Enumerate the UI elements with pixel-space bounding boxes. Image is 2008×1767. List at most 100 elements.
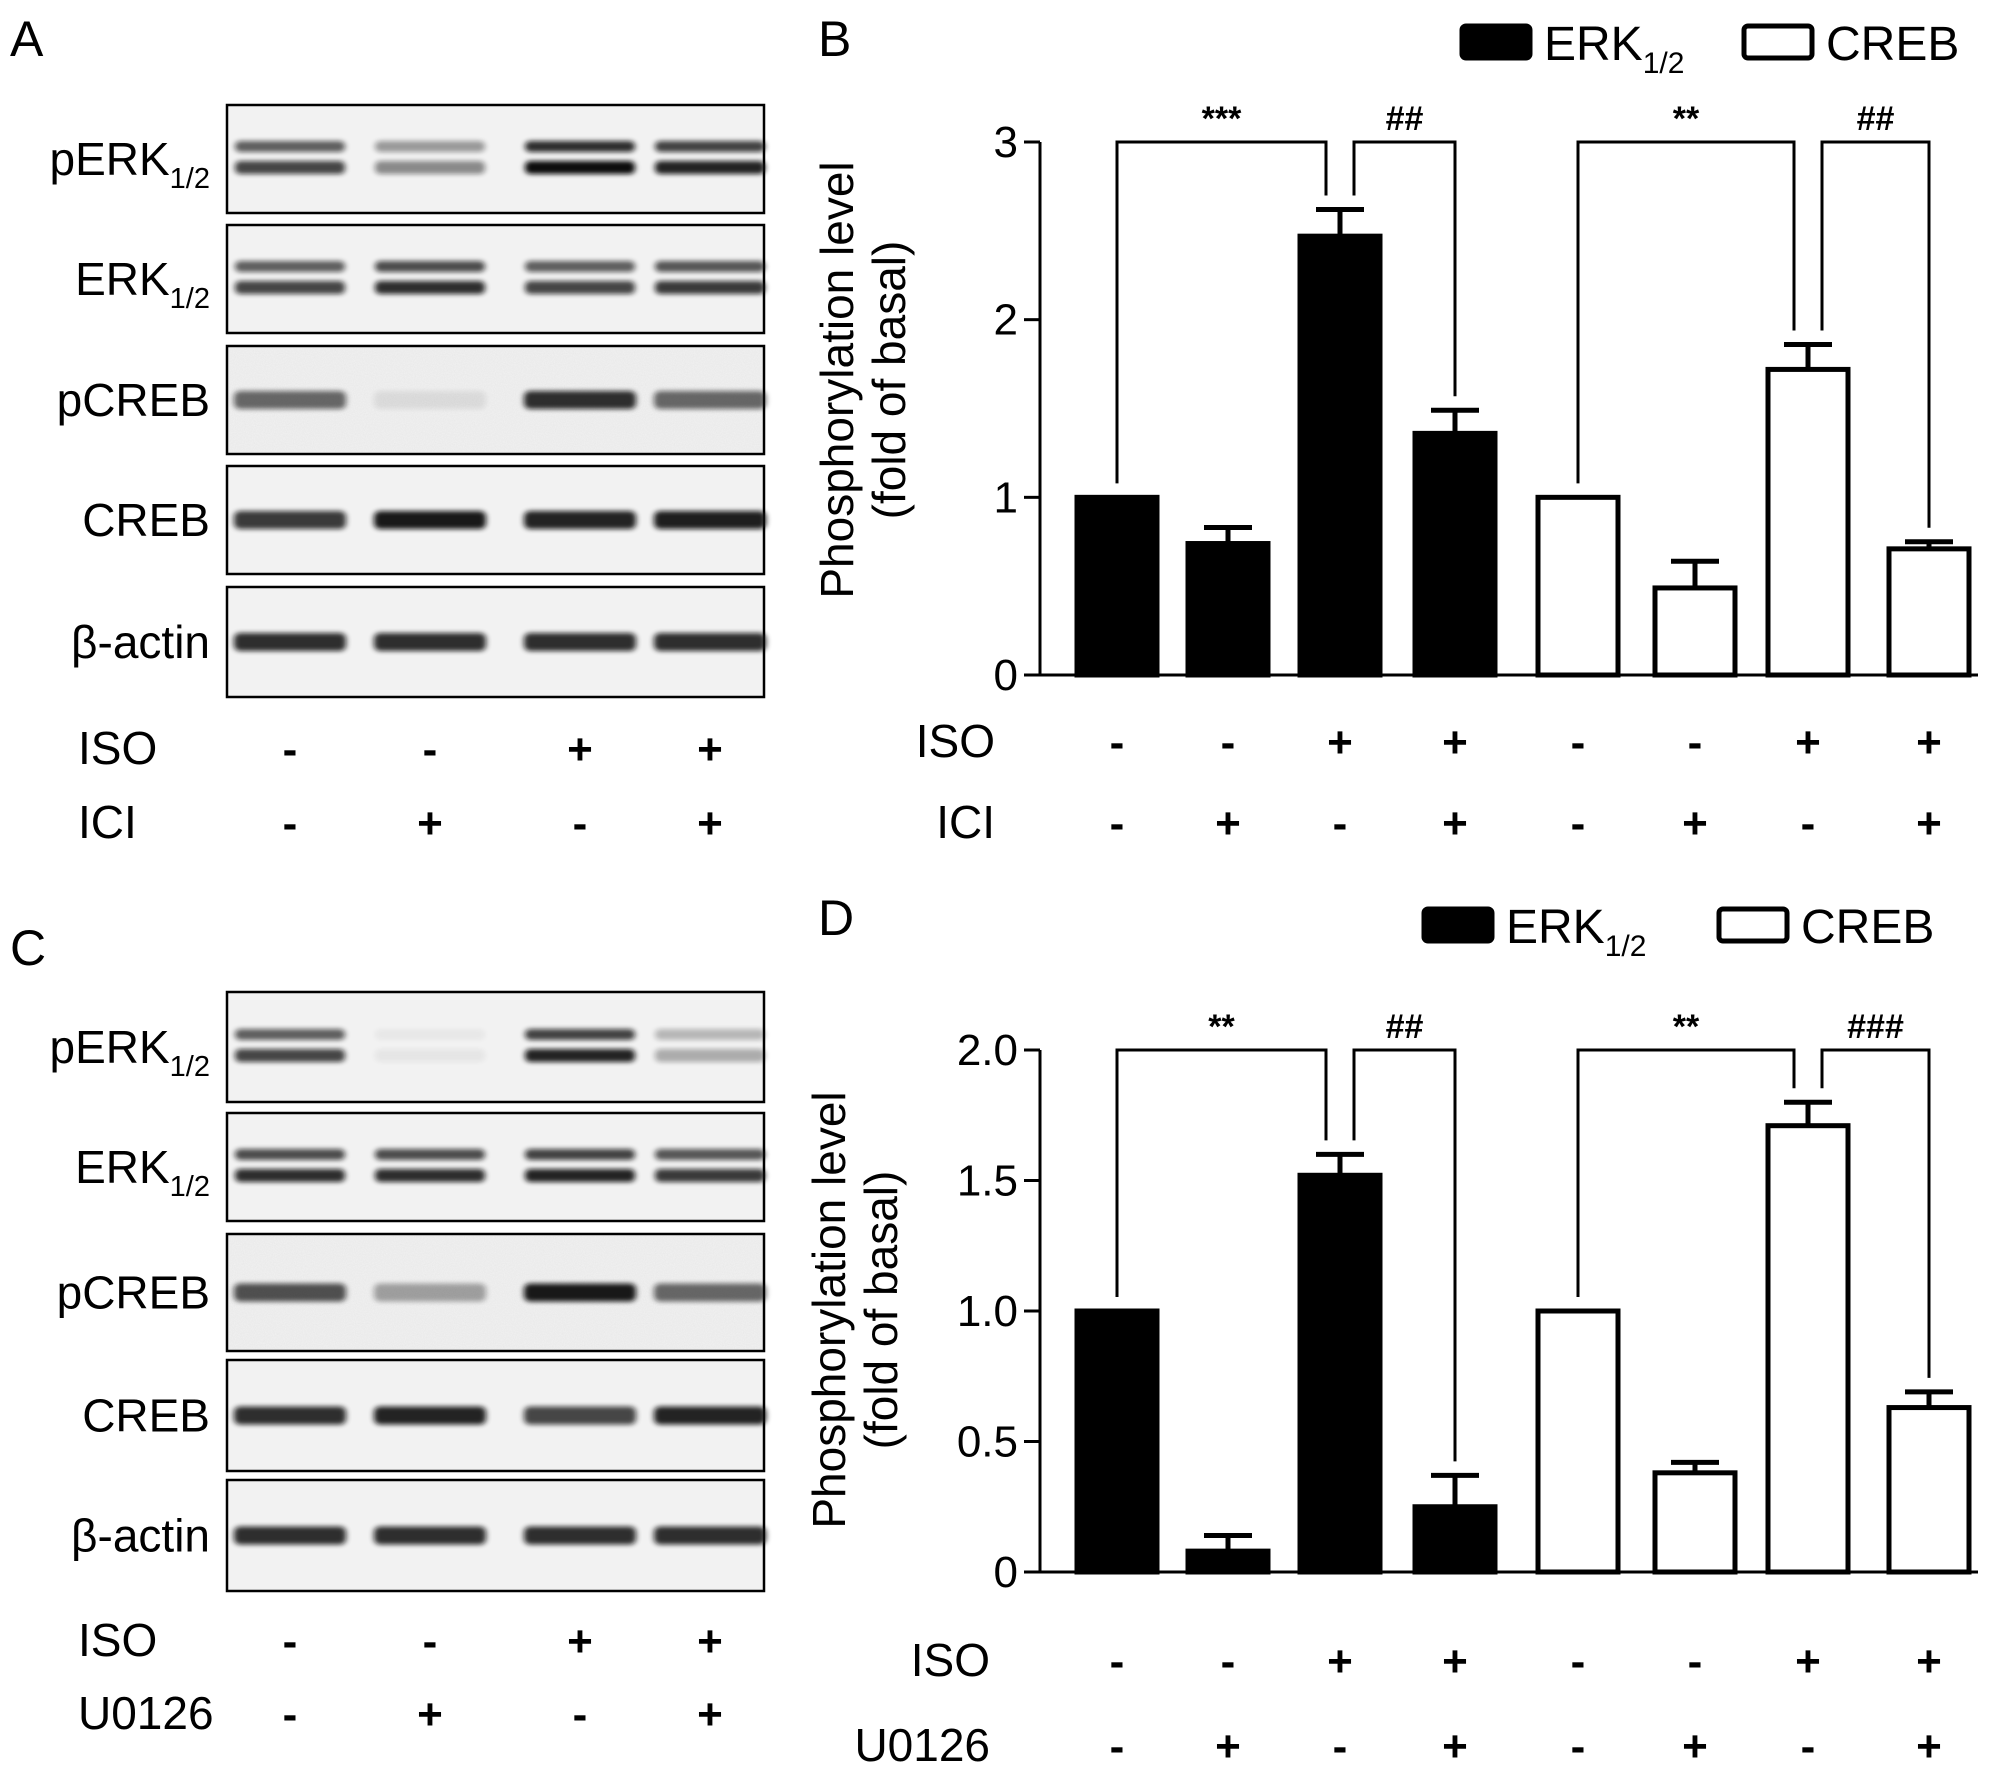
treatment-sign: - [1571, 799, 1586, 848]
blot-band [375, 161, 485, 174]
treatment-sign: + [697, 1617, 723, 1666]
bar-creb-4 [1886, 546, 1972, 678]
blot-band [235, 1049, 345, 1062]
blot-label-1-sub: 1/2 [170, 163, 210, 195]
blot-label-2-main: ERK [75, 253, 170, 305]
bar-erk-3 [1297, 1172, 1383, 1575]
y-tick-label: 1.5 [957, 1157, 1018, 1206]
blot-strip-4 [225, 464, 766, 576]
blot-band [235, 281, 345, 294]
bar-creb-2 [1652, 1470, 1738, 1575]
blot-label-5: β-actin [71, 616, 210, 668]
treatment-sign: + [1916, 1637, 1942, 1686]
significance-label: ** [1208, 1008, 1235, 1046]
legend: ERK1/2 CREB [1421, 901, 1934, 963]
blot-strip-frame [225, 223, 766, 335]
treatment-label-iso: ISO [78, 722, 157, 774]
blot-band [375, 281, 485, 294]
y-tick-label: 2.0 [957, 1026, 1018, 1075]
blot-band [234, 633, 346, 651]
y-tick-label: 2 [994, 296, 1018, 345]
blot-label-1-main: pERK [50, 133, 170, 185]
blot-label-5-main: β-actin [71, 1510, 210, 1562]
treatment-sign: - [1571, 1637, 1586, 1686]
bar-erk-4 [1412, 1504, 1498, 1575]
blot-label-4: CREB [82, 1390, 210, 1442]
bar-creb-3 [1765, 366, 1851, 678]
blot-label-3-main: pCREB [57, 1267, 210, 1319]
blot-band [374, 633, 486, 651]
treatment-sign: + [1215, 1722, 1241, 1767]
blot-band [655, 141, 765, 152]
bar-chart-panel-d: 0 0.5 1.0 1.5 2.0 Phosphorylation level (fold … [803, 901, 1978, 1767]
treatment-sign: - [283, 1690, 298, 1739]
blot-band [234, 391, 346, 409]
treatment-sign: - [1221, 718, 1236, 767]
blot-band [375, 1149, 485, 1160]
treatment-sign: - [1801, 799, 1816, 848]
treatment-sign: + [1682, 799, 1708, 848]
treatment-sign: + [697, 1690, 723, 1739]
bar-creb-1 [1535, 1308, 1621, 1575]
treatment-sign: - [1110, 1637, 1125, 1686]
y-tick-label: 0 [994, 651, 1018, 700]
significance-label: ** [1673, 1008, 1700, 1046]
treatment-label-iso: ISO [911, 1634, 990, 1686]
y-tick-label: 3 [994, 118, 1018, 167]
legend-swatch-erk [1421, 906, 1495, 944]
legend-label-erk-sub: 1/2 [1643, 47, 1685, 80]
blot-band [375, 1049, 485, 1062]
treatment-label-iso: ISO [916, 715, 995, 767]
treatment-label-u0126: U0126 [854, 1719, 990, 1767]
blot-band [524, 1406, 636, 1425]
significance-bracket [1352, 140, 1457, 397]
blot-label-5-main: β-actin [71, 616, 210, 668]
blot-strip-3 [225, 344, 766, 456]
blot-band [235, 161, 345, 174]
bar-creb-1 [1535, 494, 1621, 678]
blot-band [374, 1283, 486, 1302]
treatment-sign: + [1682, 1722, 1708, 1767]
treatment-sign: + [567, 725, 593, 774]
blot-band [234, 1283, 346, 1302]
blot-label-3: pCREB [57, 1267, 210, 1319]
legend-label-erk-sub: 1/2 [1605, 930, 1647, 963]
treatment-sign: - [283, 1617, 298, 1666]
treatment-sign: + [417, 799, 443, 848]
significance-bracket [1115, 140, 1328, 484]
blot-band [235, 1149, 345, 1160]
blot-strip-1 [225, 990, 766, 1104]
legend-label-erk-main: ERK [1506, 901, 1605, 954]
significance-bracket [1115, 1048, 1328, 1297]
treatment-sign: - [573, 799, 588, 848]
blot-label-4: CREB [82, 494, 210, 546]
blot-strip-5 [225, 585, 766, 699]
blot-label-2: ERK1/2 [75, 253, 210, 315]
blot-band [654, 1406, 766, 1425]
treatment-sign: - [573, 1690, 588, 1739]
blot-band [524, 633, 636, 651]
blot-band [375, 1029, 485, 1040]
significance-bracket [1576, 1048, 1796, 1297]
treatment-sign: - [423, 725, 438, 774]
treatment-sign: + [567, 1617, 593, 1666]
bar-creb-4 [1886, 1405, 1972, 1575]
blot-band [375, 261, 485, 272]
blot-band [524, 1283, 636, 1302]
blot-label-2-main: ERK [75, 1141, 170, 1193]
treatment-sign: + [1215, 799, 1241, 848]
panel-letter-a: A [10, 11, 44, 67]
blot-label-3: pCREB [57, 374, 210, 426]
blot-band [655, 161, 765, 174]
significance-label: ### [1847, 1008, 1904, 1046]
blot-band [655, 1029, 765, 1040]
blot-strip-frame [225, 103, 766, 215]
blot-strip-frame [225, 1111, 766, 1223]
treatment-sign: + [697, 725, 723, 774]
treatment-sign: + [1916, 1722, 1942, 1767]
significance-label: *** [1202, 100, 1242, 138]
blot-band [525, 1049, 635, 1062]
blot-label-2-sub: 1/2 [170, 283, 210, 315]
